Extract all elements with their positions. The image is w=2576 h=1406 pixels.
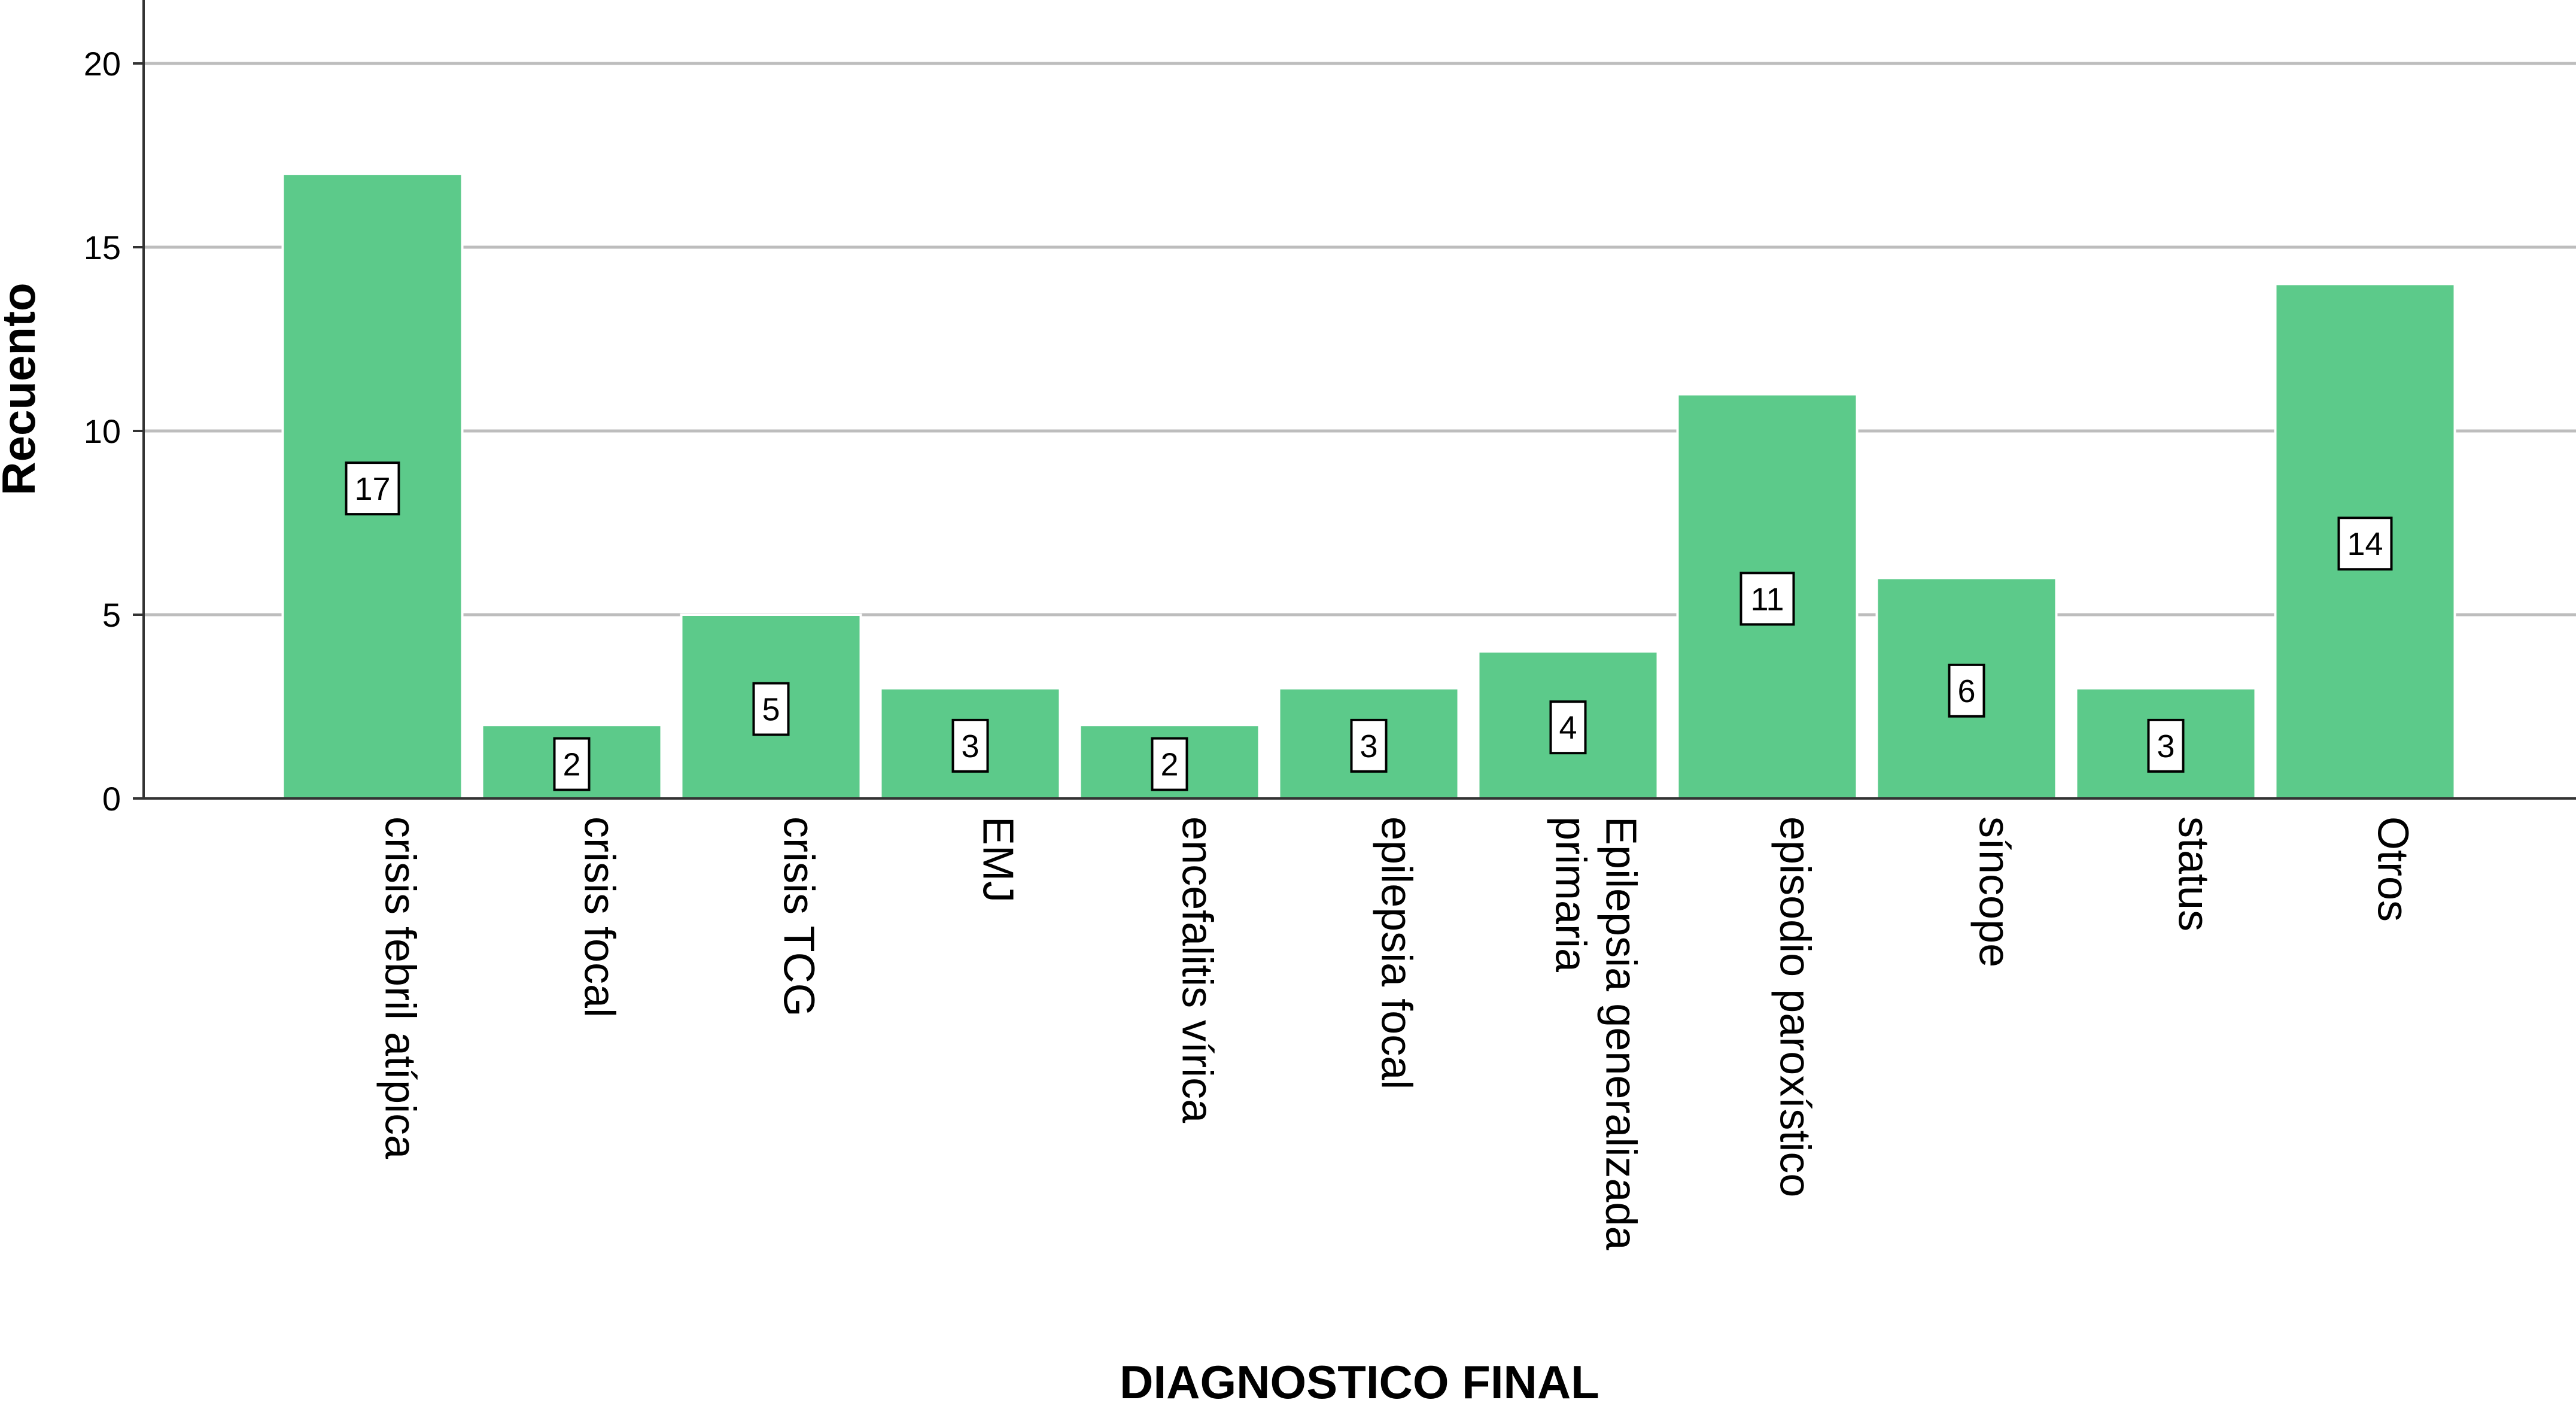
x-tick-label: EMJ xyxy=(974,816,1022,903)
x-axis-title: DIAGNOSTICO FINAL xyxy=(1120,1356,1599,1403)
y-tick-label: 0 xyxy=(102,780,121,818)
x-tick-label: primaria xyxy=(1547,816,1595,973)
data-label-box xyxy=(951,718,989,773)
x-tick-label: crisis TCG xyxy=(775,816,823,1017)
data-label: 3 xyxy=(961,728,979,764)
data-label: 4 xyxy=(1559,710,1577,746)
data-label-box xyxy=(345,461,400,516)
data-label: 5 xyxy=(762,692,780,728)
data-label-box xyxy=(553,737,591,791)
x-tick-label: status xyxy=(2170,816,2218,931)
y-tick-label: 10 xyxy=(84,412,121,450)
bars xyxy=(281,172,2456,800)
data-label: 6 xyxy=(1957,673,1975,709)
axes xyxy=(133,0,2576,800)
y-tick-label: 15 xyxy=(84,229,121,266)
y-axis-title: Recuento xyxy=(0,283,45,495)
data-label: 2 xyxy=(562,747,580,783)
data-label: 11 xyxy=(1750,581,1784,617)
data-label-box xyxy=(752,682,790,736)
y-tick-label: 20 xyxy=(84,45,121,83)
bar xyxy=(2274,283,2456,800)
data-label: 3 xyxy=(1360,728,1377,764)
gridlines xyxy=(144,62,2576,617)
x-tick-label: Otros xyxy=(2369,816,2417,922)
data-label: 3 xyxy=(2157,728,2174,764)
data-label-box xyxy=(1151,737,1188,791)
data-labels: 17 2 5 3 2 3 4 11 6 3 14 xyxy=(345,461,2393,791)
x-tick-label: epilepsia focal xyxy=(1373,816,1421,1089)
data-label: 14 xyxy=(2347,526,2383,562)
data-label-box xyxy=(2147,718,2185,773)
y-tick-label: 5 xyxy=(102,596,121,634)
x-tick-label: Epilepsia generalizada xyxy=(1597,816,1645,1250)
x-tick-label: encefalitis vírica xyxy=(1173,816,1221,1123)
data-label: 17 xyxy=(354,471,390,507)
y-tick-labels: 0 5 10 15 20 xyxy=(84,45,121,818)
x-tick-label: crisis focal xyxy=(576,816,624,1018)
x-tick-label: episodio paroxístico xyxy=(1771,816,1819,1197)
x-tick-label: crisis febril atípica xyxy=(376,816,424,1159)
data-label-box xyxy=(1549,700,1587,755)
data-label-box xyxy=(1948,663,1985,718)
x-tick-label: síncope xyxy=(1970,816,2018,967)
x-tick-labels: crisis febril atípica crisis focal crisis … xyxy=(376,816,2417,1250)
data-label: 2 xyxy=(1160,747,1178,783)
data-label-box xyxy=(1739,572,1795,626)
data-label-box xyxy=(2337,517,2393,571)
data-label-box xyxy=(1350,718,1388,773)
